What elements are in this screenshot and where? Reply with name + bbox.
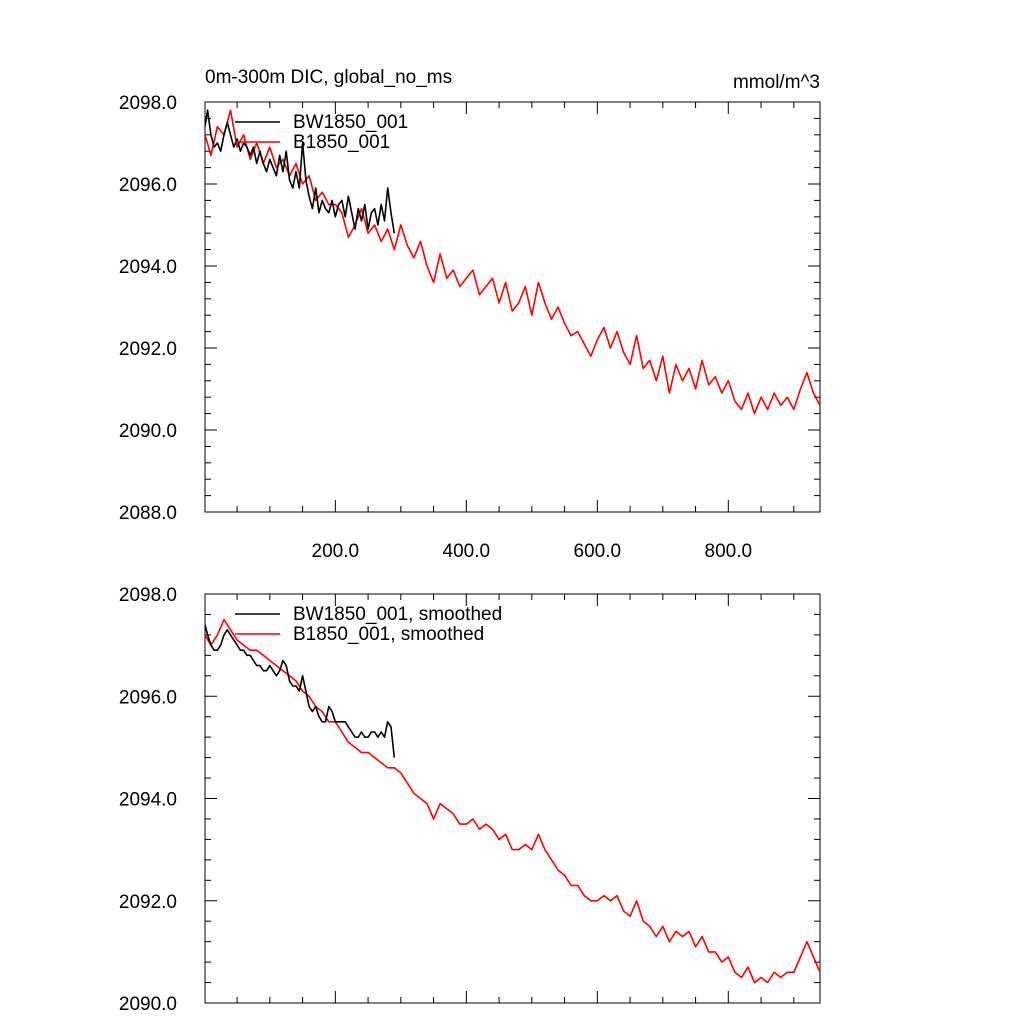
- y-tick-label: 2088.0: [119, 503, 177, 524]
- y-tick-label: 2096.0: [119, 175, 177, 196]
- legend-label: BW1850_001: [293, 112, 408, 133]
- x-tick-label: 800.0: [705, 541, 753, 562]
- chart-title: 0m-300m DIC, global_no_ms: [205, 67, 452, 88]
- x-tick-label: 400.0: [443, 541, 491, 562]
- y-tick-label: 2098.0: [119, 93, 177, 114]
- y-tick-label: 2096.0: [119, 687, 177, 708]
- series-line-b1850-001-smoothed: [205, 618, 820, 984]
- bottom-panel: 2090.0 2092.0 2094.0 2096.0 2098.0 BW1850_001…: [119, 585, 821, 1015]
- legend-label: BW1850_001, smoothed: [293, 604, 502, 625]
- y-tick-label: 2098.0: [119, 585, 177, 606]
- y-tick-label: 2090.0: [119, 994, 177, 1015]
- legend-label: B1850_001, smoothed: [293, 624, 484, 645]
- chart-units: mmol/m^3: [733, 72, 820, 93]
- plot-frame: [204, 101, 821, 513]
- x-tick-label: 600.0: [574, 541, 622, 562]
- y-tick-label: 2094.0: [119, 257, 177, 278]
- legend-label: B1850_001: [293, 132, 390, 153]
- series-line-b1850-001: [205, 109, 820, 415]
- y-tick-label: 2090.0: [119, 421, 177, 442]
- y-tick-label: 2092.0: [119, 892, 177, 913]
- plot-frame: [204, 593, 821, 1004]
- y-tick-label: 2094.0: [119, 790, 177, 811]
- top-panel: 2088.0 2090.0 2092.0 2094.0 2096.0 2098.0 200.…: [119, 93, 821, 562]
- x-tick-label: 200.0: [312, 541, 360, 562]
- series-line-bw1850-001-smoothed: [205, 624, 396, 758]
- y-tick-label: 2092.0: [119, 339, 177, 360]
